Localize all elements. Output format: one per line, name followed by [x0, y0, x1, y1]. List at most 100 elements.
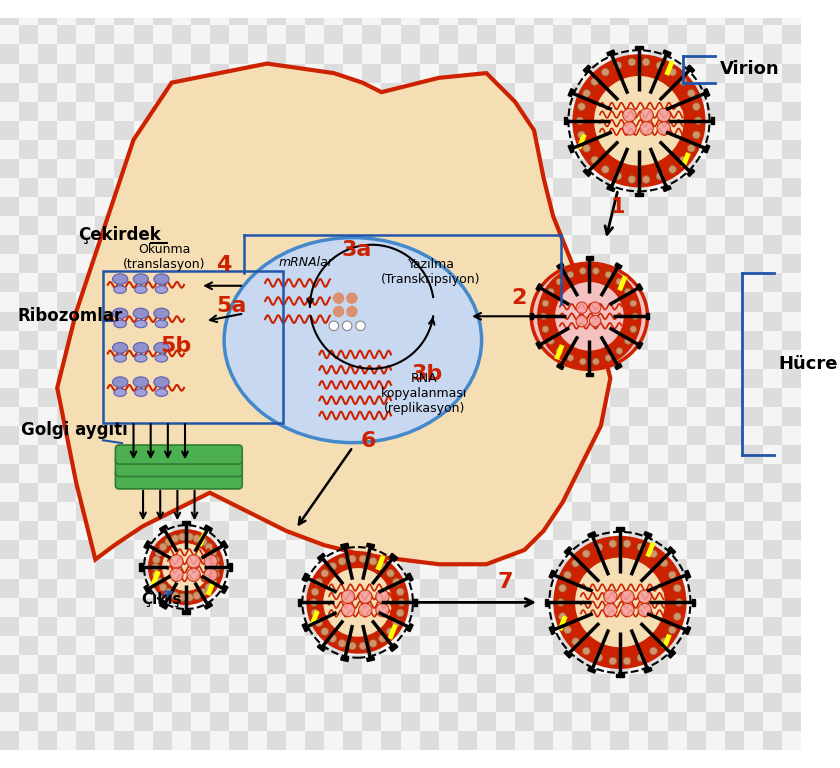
Bar [267, 312, 286, 330]
Circle shape [170, 554, 183, 568]
Bar [153, 235, 171, 254]
Bar [629, 45, 648, 64]
Bar [344, 330, 362, 349]
Ellipse shape [531, 263, 648, 369]
Bar [228, 0, 248, 6]
Bar [0, 464, 19, 483]
Bar [324, 216, 344, 235]
Bar [210, 159, 228, 178]
Bar [153, 312, 171, 330]
Bar [401, 655, 420, 674]
Bar [668, 121, 686, 140]
Bar [191, 235, 210, 254]
Bar [534, 712, 553, 731]
Bar [114, 273, 134, 293]
Bar [267, 445, 286, 464]
Bar [96, 693, 114, 712]
Bar [725, 559, 744, 578]
Circle shape [359, 604, 372, 617]
Bar [458, 330, 477, 349]
Bar [38, 502, 57, 521]
Bar [76, 6, 96, 25]
Bar [648, 578, 668, 598]
Bar [171, 388, 191, 407]
Bar [0, 426, 19, 445]
Bar [305, 617, 324, 636]
Bar [725, 636, 744, 655]
Bar [496, 636, 515, 655]
Bar [648, 541, 668, 559]
Circle shape [323, 568, 392, 637]
Bar [706, 541, 725, 559]
Bar [534, 6, 553, 25]
Bar [553, 426, 572, 445]
Bar [228, 159, 248, 178]
Bar [344, 121, 362, 140]
Bar [686, 159, 706, 178]
Bar [438, 197, 458, 216]
Bar [305, 559, 324, 578]
Bar [38, 578, 57, 598]
Circle shape [578, 103, 585, 111]
Bar [629, 235, 648, 254]
Circle shape [375, 604, 389, 617]
Bar [438, 369, 458, 388]
Bar [496, 0, 515, 6]
Bar [782, 121, 801, 140]
Bar [191, 197, 210, 216]
Bar [248, 216, 267, 235]
Bar [572, 0, 591, 6]
Bar [114, 445, 134, 464]
Bar [248, 521, 267, 541]
Bar [76, 693, 96, 712]
Bar [611, 254, 629, 273]
Bar [344, 559, 362, 578]
Bar [0, 559, 19, 578]
Bar [668, 293, 686, 312]
Bar [686, 101, 706, 121]
Bar [477, 521, 496, 541]
Bar [191, 254, 210, 273]
Bar [19, 254, 38, 273]
Circle shape [624, 288, 631, 295]
Bar [763, 254, 782, 273]
Bar [458, 407, 477, 426]
Circle shape [590, 316, 601, 326]
Bar [19, 140, 38, 159]
Bar [38, 426, 57, 445]
Bar [763, 502, 782, 521]
Bar [629, 369, 648, 388]
Circle shape [583, 90, 591, 97]
Bar [57, 349, 76, 369]
Bar [572, 712, 591, 731]
Circle shape [310, 598, 318, 606]
Bar [686, 349, 706, 369]
Bar [324, 6, 344, 25]
Bar [114, 6, 134, 25]
Bar [171, 407, 191, 426]
Bar [477, 349, 496, 369]
Bar [171, 254, 191, 273]
Bar [686, 235, 706, 254]
Bar [228, 674, 248, 693]
Bar [286, 502, 305, 521]
Bar [381, 636, 401, 655]
Bar [96, 559, 114, 578]
Bar [477, 101, 496, 121]
Bar [76, 445, 96, 464]
Bar [668, 159, 686, 178]
Bar [629, 693, 648, 712]
Circle shape [556, 348, 563, 354]
Bar [210, 445, 228, 464]
Bar [438, 0, 458, 6]
Bar [648, 426, 668, 445]
Bar [725, 349, 744, 369]
Bar [611, 693, 629, 712]
Bar [629, 159, 648, 178]
Bar [553, 121, 572, 140]
Bar [38, 521, 57, 541]
Bar [210, 674, 228, 693]
Bar [706, 407, 725, 426]
Bar [572, 83, 591, 101]
Bar [515, 45, 534, 64]
